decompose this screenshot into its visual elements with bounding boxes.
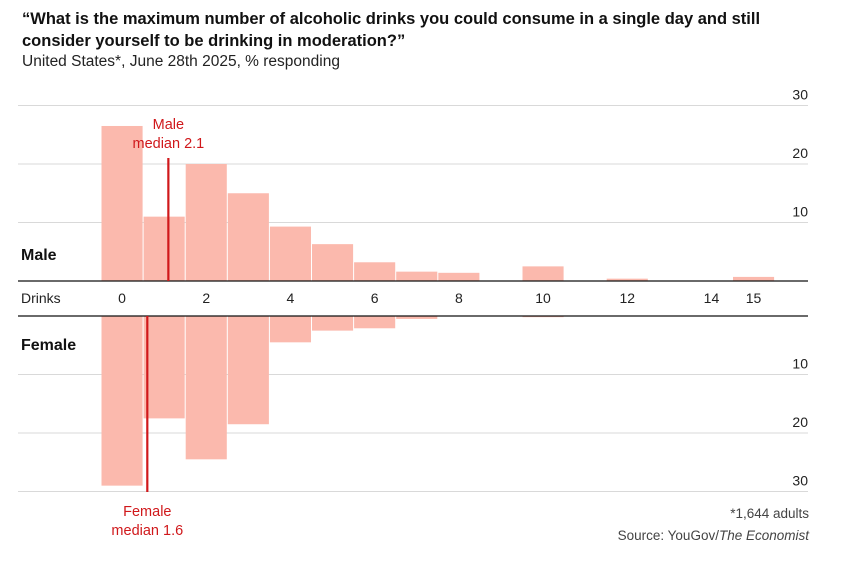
bar-female-7 — [396, 316, 438, 319]
median-label-female-line1: Female — [123, 504, 171, 520]
y-tick-female-20: 20 — [792, 414, 808, 430]
chart-title: “What is the maximum number of alcoholic… — [22, 10, 761, 50]
bar-male-7 — [396, 271, 438, 281]
bar-female-0 — [101, 316, 143, 486]
chart-subtitle: United States*, June 28th 2025, % respon… — [22, 53, 340, 70]
bar-male-8 — [438, 272, 480, 281]
x-tick-15: 15 — [746, 290, 762, 306]
median-label-male-line2: median 2.1 — [132, 136, 204, 152]
median-label-male-line1: Male — [153, 117, 184, 133]
y-tick-female-10: 10 — [792, 356, 808, 372]
y-tick-male-30: 30 — [792, 87, 808, 103]
bar-female-2 — [185, 316, 227, 460]
source-publication: The Economist — [718, 528, 809, 543]
bar-male-15 — [733, 276, 775, 281]
y-tick-female-30: 30 — [792, 473, 808, 489]
bar-male-10 — [522, 266, 564, 281]
y-tick-male-10: 10 — [792, 204, 808, 220]
bar-female-4 — [269, 316, 311, 343]
x-tick-10: 10 — [535, 290, 551, 306]
bar-male-1 — [143, 216, 185, 281]
source-prefix: Source: YouGov/ — [617, 528, 719, 543]
x-tick-14: 14 — [704, 290, 720, 306]
x-tick-0: 0 — [118, 290, 126, 306]
footnote: *1,644 adults — [730, 506, 809, 521]
bar-male-0 — [101, 125, 143, 281]
bar-male-2 — [185, 164, 227, 281]
bar-female-3 — [227, 316, 269, 425]
x-tick-6: 6 — [371, 290, 379, 306]
bar-male-4 — [269, 226, 311, 281]
x-axis-label: Drinks — [21, 290, 61, 306]
bar-male-5 — [312, 244, 354, 281]
y-tick-male-20: 20 — [792, 145, 808, 161]
bar-female-5 — [312, 316, 354, 331]
bar-female-1 — [143, 316, 185, 419]
group-label-male: Male — [21, 247, 57, 264]
x-tick-12: 12 — [619, 290, 635, 306]
median-label-female-line2: median 1.6 — [111, 523, 183, 539]
x-tick-2: 2 — [202, 290, 210, 306]
x-tick-4: 4 — [287, 290, 295, 306]
x-tick-8: 8 — [455, 290, 463, 306]
bar-male-3 — [227, 193, 269, 281]
bar-female-6 — [354, 316, 396, 329]
bar-male-6 — [354, 262, 396, 281]
source-note: Source: YouGov/The Economist — [618, 528, 809, 543]
group-label-female: Female — [21, 337, 76, 354]
bar-male-12 — [606, 278, 648, 281]
